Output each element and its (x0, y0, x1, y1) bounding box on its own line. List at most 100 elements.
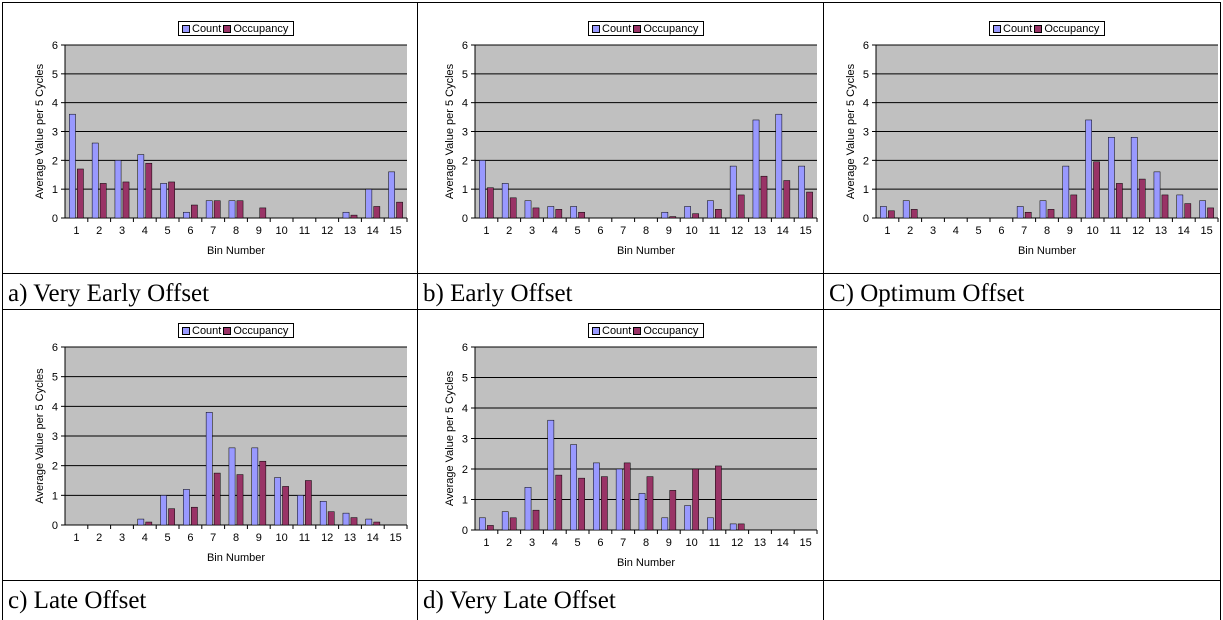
bar-count (570, 444, 577, 531)
bar-occupancy (373, 521, 381, 526)
legend-swatch (182, 326, 190, 335)
y-axis-label: Average Value per 5 Cycles (845, 63, 857, 199)
x-tick-label: 13 (344, 532, 356, 544)
chart-legend: Count Occupancy (588, 21, 705, 36)
bar-occupancy (305, 480, 312, 526)
bar-count (365, 188, 373, 219)
legend-label: Count (602, 324, 632, 337)
x-tick-label: 1 (483, 225, 489, 237)
x-tick-label: 11 (709, 225, 720, 237)
x-tick-label: 3 (930, 225, 936, 237)
y-tick-label: 3 (462, 434, 468, 446)
x-tick-label: 5 (165, 225, 171, 237)
x-tick-label: 8 (643, 537, 649, 549)
bar-occupancy (259, 207, 267, 219)
bar-count (775, 113, 783, 219)
x-tick-label: 13 (754, 225, 766, 237)
bar-count (1016, 206, 1024, 219)
bar-count (638, 493, 646, 531)
bar-count (1062, 165, 1070, 219)
y-tick-label: 5 (863, 69, 869, 81)
x-tick-label: 13 (1155, 225, 1167, 237)
y-tick-label: 4 (462, 403, 468, 415)
bar-occupancy (1047, 209, 1055, 219)
x-tick-label: 4 (142, 225, 148, 237)
legend-label: Occupancy (643, 324, 699, 337)
legend-item: Occupancy (223, 325, 288, 337)
caption-a: a) Very Early Offset (8, 280, 210, 307)
y-axis-label: Average Value per 5 Cycles (34, 368, 46, 504)
legend-item: Count (182, 325, 221, 337)
x-tick-label: 10 (275, 532, 287, 544)
table-rule-row2 (2, 309, 1221, 310)
bar-occupancy (487, 187, 494, 219)
y-tick-label: 3 (52, 127, 58, 139)
bar-occupancy (1138, 178, 1146, 219)
x-tick-label: 6 (187, 225, 193, 237)
x-axis-label: Bin Number (617, 245, 675, 257)
bar-occupancy (555, 474, 563, 531)
bar-count (707, 200, 714, 219)
caption-e: d) Very Late Offset (423, 587, 616, 614)
bar-occupancy (259, 460, 267, 526)
x-tick-label: 1 (73, 532, 79, 544)
bar-occupancy (669, 490, 677, 531)
bar-occupancy (692, 213, 699, 219)
bar-occupancy (760, 175, 768, 219)
legend-swatch (1034, 24, 1043, 33)
y-tick-label: 3 (52, 431, 58, 443)
x-tick-label: 7 (620, 225, 626, 237)
bar-occupancy (1161, 194, 1169, 219)
bar-count (183, 211, 190, 219)
legend-label: Occupancy (1044, 22, 1100, 35)
table-rule-col2 (823, 2, 824, 620)
x-tick-label: 11 (1110, 225, 1121, 237)
y-tick-label: 5 (462, 69, 468, 81)
bar-occupancy (806, 191, 813, 219)
x-tick-label: 4 (142, 532, 148, 544)
bar-count (205, 412, 213, 526)
legend-item: Count (993, 23, 1032, 35)
chart-panel-d: 0 1 2 3 4 5 6 1 2 3 4 5 6 7 8 9 10 11 12 13 14 15 Bin Number Av… (3, 310, 417, 580)
y-tick-label: 4 (863, 98, 869, 110)
table-border-right (1220, 2, 1221, 620)
bar-occupancy (213, 200, 221, 219)
legend-swatch (633, 24, 642, 33)
x-tick-label: 10 (685, 537, 697, 549)
legend-label: Count (602, 22, 632, 35)
y-tick-label: 1 (462, 184, 468, 196)
x-axis-label: Bin Number (207, 552, 265, 564)
table-rule-col1 (417, 2, 418, 620)
bar-occupancy (910, 209, 918, 219)
bar-occupancy (236, 474, 244, 526)
y-tick-label: 0 (863, 213, 869, 225)
bar-count (342, 211, 350, 219)
chart-panel-a: 0 1 2 3 4 5 6 1 2 3 4 5 6 7 8 9 10 11 12 13 14 15 Bin Number Av… (3, 3, 417, 273)
bar-occupancy (77, 168, 84, 219)
bar-count (661, 517, 669, 531)
legend-item: Occupancy (223, 23, 288, 35)
x-tick-label: 14 (367, 532, 379, 544)
x-tick-label: 2 (96, 225, 102, 237)
x-axis-label: Bin Number (617, 557, 675, 569)
bar-count (615, 468, 623, 531)
bar-count (1108, 137, 1115, 219)
legend-swatch (993, 24, 1001, 33)
bar-occupancy (145, 521, 153, 526)
bar-count (1199, 200, 1206, 219)
bar-occupancy (646, 476, 654, 531)
y-tick-label: 4 (52, 98, 58, 110)
x-tick-label: 13 (754, 537, 766, 549)
x-tick-label: 8 (643, 225, 649, 237)
bar-occupancy (623, 462, 631, 531)
caption-b: b) Early Offset (423, 280, 573, 307)
y-axis-label: Average Value per 5 Cycles (34, 63, 46, 199)
bar-count (274, 477, 281, 526)
bar-occupancy (601, 476, 608, 531)
bar-occupancy (888, 210, 895, 219)
bar-count (684, 505, 691, 531)
bar-count (388, 171, 395, 219)
chart-panel-e: 0 1 2 3 4 5 6 1 2 3 4 5 6 7 8 9 10 11 12 13 14 15 Bin Number Av… (418, 310, 823, 580)
